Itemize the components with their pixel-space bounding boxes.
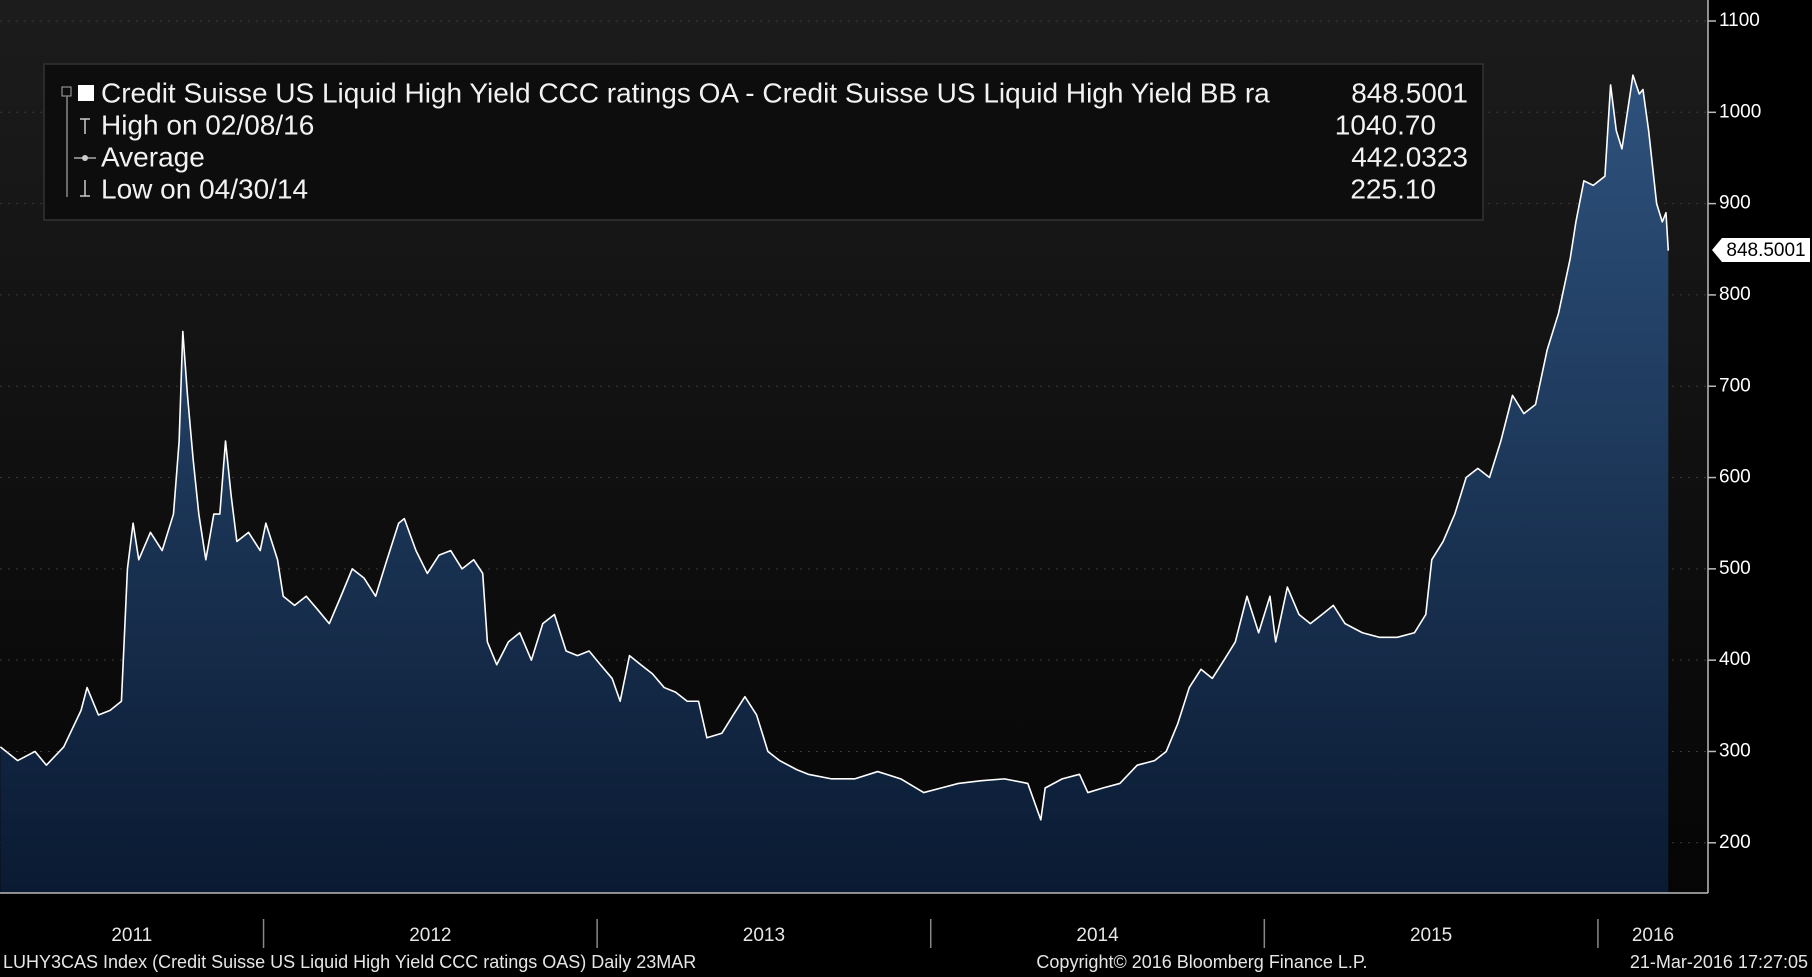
legend-stat-value: 225.10 <box>1350 173 1436 204</box>
legend-stat-label: High on 02/08/16 <box>101 109 314 140</box>
y-tick-label: 700 <box>1719 375 1751 396</box>
legend-series-name: Credit Suisse US Liquid High Yield CCC r… <box>101 77 1270 108</box>
y-tick-label: 200 <box>1719 832 1751 853</box>
x-tick-label: 2012 <box>409 925 451 946</box>
legend-last-value: 848.5001 <box>1351 77 1468 108</box>
x-tick-label: 2013 <box>743 925 785 946</box>
legend-stat-label: Average <box>101 141 205 172</box>
area-fill <box>0 75 1669 893</box>
legend-swatch <box>78 85 94 101</box>
y-tick-label: 400 <box>1719 649 1751 670</box>
y-tick-label: 600 <box>1719 467 1751 488</box>
last-value-label: 848.5001 <box>1726 240 1805 261</box>
x-tick-label: 2015 <box>1410 925 1452 946</box>
legend-stat-label: Low on 04/30/14 <box>101 173 308 204</box>
legend-stat-value: 442.0323 <box>1351 141 1468 172</box>
footer-left: LUHY3CAS Index (Credit Suisse US Liquid … <box>3 952 696 972</box>
y-tick-label: 500 <box>1719 558 1751 579</box>
x-tick-label: 2011 <box>111 925 152 946</box>
legend-icon <box>82 155 88 161</box>
footer-center: Copyright© 2016 Bloomberg Finance L.P. <box>1036 952 1367 972</box>
x-tick-label: 2014 <box>1076 925 1119 946</box>
x-tick-label: 2016 <box>1632 925 1674 946</box>
series-line <box>0 74 1670 821</box>
footer-right: 21-Mar-2016 17:27:05 <box>1630 952 1808 972</box>
last-value-box <box>1712 238 1810 262</box>
y-tick-label: 1000 <box>1719 101 1761 122</box>
x-axis-labels: 2011 2012 2013 2014 2015 2016 <box>111 919 1674 948</box>
y-tick-label: 1100 <box>1719 10 1760 31</box>
marks <box>0 74 1670 893</box>
y-tick-label: 800 <box>1719 284 1751 305</box>
y-tick-label: 300 <box>1719 740 1751 761</box>
legend-box <box>43 63 1484 221</box>
y-tick-label: 900 <box>1719 193 1751 214</box>
legend: Credit Suisse US Liquid High Yield CCC r… <box>43 63 1484 221</box>
last-value-marker: 848.5001 <box>1712 238 1810 262</box>
legend-stat-value: 1040.70 <box>1335 109 1436 140</box>
